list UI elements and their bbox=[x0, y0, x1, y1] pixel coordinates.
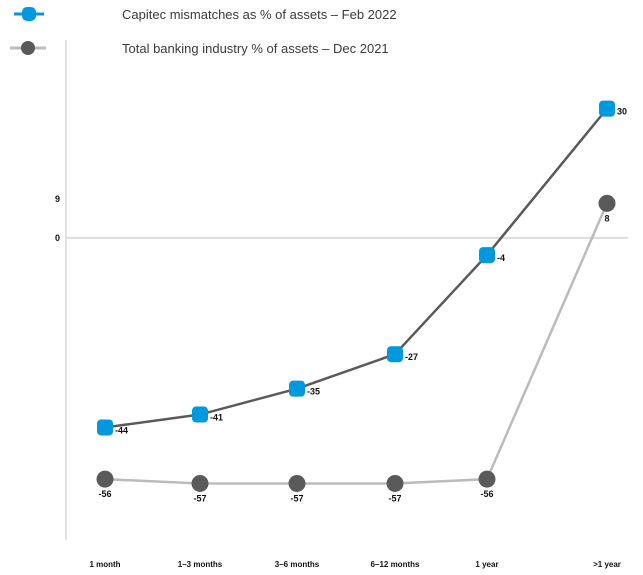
data-point bbox=[479, 247, 495, 264]
data-point bbox=[598, 194, 616, 212]
series-line-capitec bbox=[104, 107, 608, 429]
x-tick-label: >1 year bbox=[593, 560, 621, 569]
series-line-industry bbox=[104, 202, 609, 485]
data-point bbox=[192, 406, 208, 423]
legend-item-capitec: Capitec mismatches as % of assets – Feb … bbox=[14, 7, 397, 22]
data-point bbox=[478, 470, 496, 488]
data-label: -35 bbox=[307, 387, 320, 397]
y-tick-label: 0 bbox=[55, 233, 60, 243]
series-industry: -56 -57 -57 -57 -56 8 bbox=[96, 194, 616, 503]
data-label: -44 bbox=[115, 425, 128, 435]
data-label: -4 bbox=[497, 253, 505, 263]
x-tick-label: 3–6 months bbox=[275, 560, 320, 569]
x-tick-label: 6–12 months bbox=[371, 560, 420, 569]
x-tick-label: 1 month bbox=[89, 560, 120, 569]
data-label: -41 bbox=[210, 413, 223, 423]
data-label: -57 bbox=[193, 493, 206, 503]
data-label: -27 bbox=[405, 352, 418, 362]
data-point bbox=[191, 474, 209, 492]
data-label: -57 bbox=[388, 493, 401, 503]
x-tick-labels: 1 month 1–3 months 3–6 months 6–12 months 1 … bbox=[89, 560, 620, 569]
legend-item-industry: Total banking industry % of assets – Dec… bbox=[10, 41, 389, 56]
data-label: -56 bbox=[480, 489, 493, 499]
data-point bbox=[386, 474, 404, 492]
legend-label-capitec: Capitec mismatches as % of assets – Feb … bbox=[122, 7, 397, 22]
data-label: -56 bbox=[98, 489, 111, 499]
legend-marker-capitec bbox=[22, 7, 36, 21]
x-tick-label: 1–3 months bbox=[178, 560, 223, 569]
legend-marker-industry bbox=[21, 41, 35, 55]
axes bbox=[65, 40, 628, 540]
y-tick-labels: 90 bbox=[55, 194, 60, 243]
series-layer: -44 -41 -35 -27 -4 30 -56 -57 -57 -57 -56 8 bbox=[96, 100, 627, 503]
x-tick-label: 1 year bbox=[475, 560, 498, 569]
data-point bbox=[97, 419, 113, 436]
data-point bbox=[96, 470, 114, 488]
data-label: 8 bbox=[604, 213, 609, 223]
series-capitec: -44 -41 -35 -27 -4 30 bbox=[97, 100, 627, 436]
data-point bbox=[387, 346, 403, 363]
y-tick-label: 9 bbox=[55, 194, 60, 204]
data-label: 30 bbox=[617, 107, 627, 117]
data-point bbox=[288, 474, 306, 492]
legend: Capitec mismatches as % of assets – Feb … bbox=[10, 7, 397, 56]
data-point bbox=[599, 100, 615, 117]
legend-label-industry: Total banking industry % of assets – Dec… bbox=[122, 41, 389, 56]
data-label: -57 bbox=[290, 493, 303, 503]
data-point bbox=[289, 380, 305, 397]
